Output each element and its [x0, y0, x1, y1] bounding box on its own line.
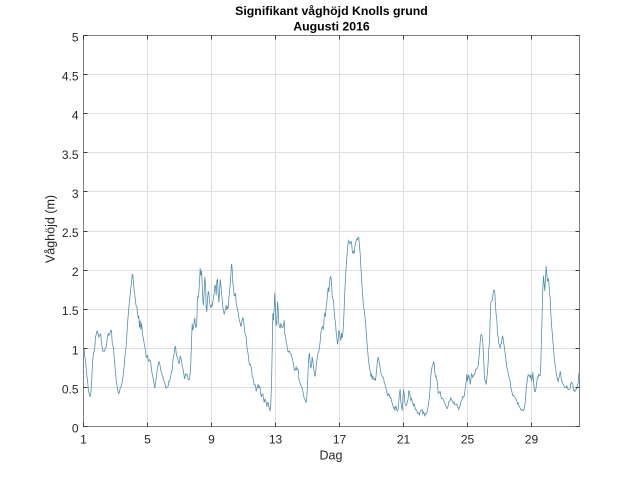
svg-text:25: 25 [461, 433, 475, 447]
svg-text:13: 13 [269, 433, 283, 447]
svg-text:3: 3 [72, 187, 79, 201]
svg-text:2: 2 [72, 265, 79, 279]
svg-text:4.5: 4.5 [62, 70, 79, 84]
svg-text:Augusti 2016: Augusti 2016 [293, 20, 370, 34]
svg-text:1: 1 [72, 343, 79, 357]
svg-text:2.5: 2.5 [62, 226, 79, 240]
svg-text:4: 4 [72, 109, 79, 123]
svg-text:21: 21 [397, 433, 411, 447]
svg-text:Dag: Dag [320, 448, 343, 462]
svg-text:29: 29 [525, 433, 539, 447]
svg-text:9: 9 [208, 433, 215, 447]
svg-text:1.5: 1.5 [62, 304, 79, 318]
svg-text:Våghöjd (m): Våghöjd (m) [44, 195, 58, 263]
svg-text:5: 5 [144, 433, 151, 447]
svg-text:0.5: 0.5 [62, 382, 79, 396]
svg-text:5: 5 [72, 31, 79, 45]
svg-text:17: 17 [333, 433, 347, 447]
svg-text:1: 1 [80, 433, 87, 447]
svg-text:Signifikant våghöjd Knolls gru: Signifikant våghöjd Knolls grund [235, 4, 428, 18]
svg-text:0: 0 [72, 422, 79, 436]
svg-text:3.5: 3.5 [62, 148, 79, 162]
